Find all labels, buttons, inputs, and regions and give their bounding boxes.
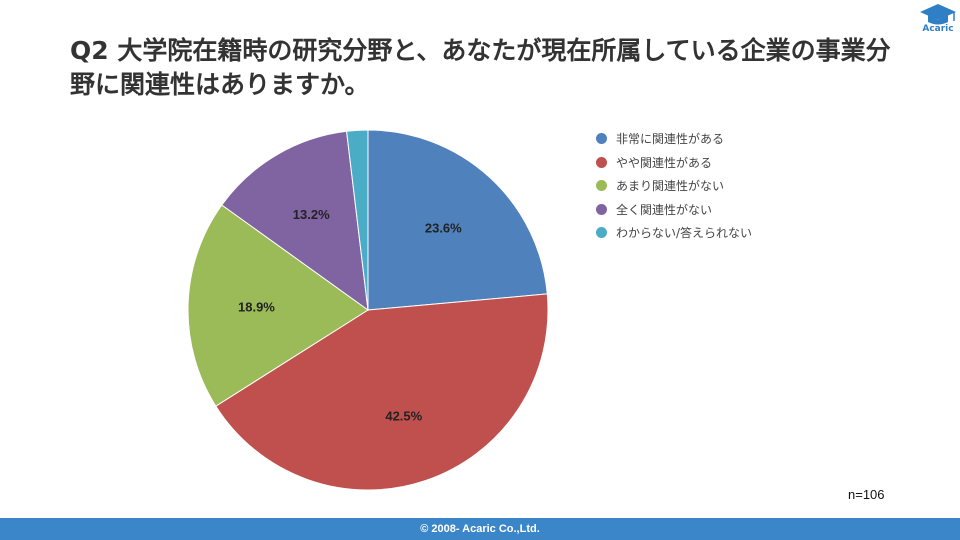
- legend-item: 全く関連性がない: [596, 198, 752, 222]
- slice-value-label: 18.9%: [238, 300, 275, 315]
- pie-slice: [346, 129, 369, 311]
- legend-label: やや関連性がある: [616, 155, 713, 170]
- legend-label: 非常に関連性がある: [616, 132, 725, 147]
- legend-swatch: [596, 203, 607, 215]
- pie-slice: [215, 293, 549, 491]
- chart-legend: 非常に関連性がある やや関連性がある あまり関連性がない 全く関連性がないわからない/…: [596, 127, 752, 245]
- footer-bar: © 2008- Acaric Co.,Ltd.: [0, 518, 960, 540]
- legend-label: わからない/答えられない: [616, 226, 753, 241]
- slice-value-label: 13.2%: [293, 207, 330, 222]
- legend-item: わからない/答えられない: [596, 221, 752, 245]
- logo-text: Acaric: [922, 24, 954, 34]
- pie-slice: [187, 204, 369, 407]
- slice-value-label: 23.6%: [425, 221, 462, 236]
- legend-swatch: [596, 133, 607, 145]
- legend-label: あまり関連性がない: [616, 179, 725, 194]
- legend-swatch: [596, 180, 607, 192]
- legend-item: やや関連性がある: [596, 151, 752, 175]
- slice-value-label: 42.5%: [385, 409, 422, 424]
- sample-size: n=106: [848, 487, 885, 502]
- legend-item: あまり関連性がない: [596, 174, 752, 198]
- legend-item: 非常に関連性がある: [596, 127, 752, 151]
- slide-title: Q2 大学院在籍時の研究分野と、あなたが現在所属している企業の事業分野に関連性は…: [70, 36, 891, 99]
- legend-swatch: [596, 156, 607, 168]
- pie-slice: [221, 130, 369, 312]
- legend-swatch: [596, 227, 607, 239]
- graduation-cap-icon: [920, 4, 956, 25]
- legend-label: 全く関連性がない: [616, 202, 713, 217]
- pie-slice: [367, 129, 548, 311]
